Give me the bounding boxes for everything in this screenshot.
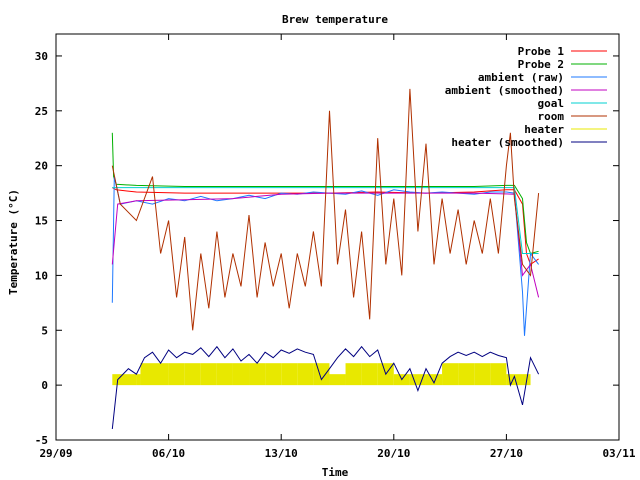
heater-segment (136, 374, 141, 386)
y-tick-label: 25 (35, 105, 48, 118)
x-tick-label: 27/10 (490, 447, 523, 460)
legend-label-room: room (538, 110, 565, 123)
y-tick-label: 30 (35, 50, 48, 63)
y-tick-label: -5 (35, 434, 48, 447)
heater-segment (361, 363, 378, 386)
heater-segment (409, 374, 426, 386)
series-heater (112, 363, 531, 386)
y-axis-label: Temperature (°C) (7, 189, 20, 295)
heater-segment (490, 363, 507, 386)
chart-title: Brew temperature (282, 13, 388, 26)
heater-segment (216, 363, 233, 386)
x-tick-label: 06/10 (152, 447, 185, 460)
heater-segment (249, 363, 266, 386)
y-tick-label: 5 (41, 324, 48, 337)
y-tick-label: 20 (35, 160, 48, 173)
heater-segment (514, 374, 523, 386)
x-tick-label: 13/10 (265, 447, 298, 460)
heater-segment (345, 363, 362, 386)
legend-label-probe-2: Probe 2 (518, 58, 564, 71)
heater-segment (297, 363, 314, 386)
x-tick-label: 20/10 (377, 447, 410, 460)
legend-label-heater: heater (524, 123, 564, 136)
heater-segment (168, 363, 185, 386)
heater-segment (442, 363, 459, 386)
legend-label-ambient-raw: ambient (raw) (478, 71, 564, 84)
series-goal-line (112, 187, 539, 254)
heater-segment (232, 363, 250, 386)
y-tick-label: 10 (35, 269, 48, 282)
series-layer (111, 88, 540, 430)
heater-segment (184, 363, 201, 386)
plot-frame (55, 33, 620, 441)
heater-segment (506, 374, 515, 386)
legend-label-ambient-smoothed: ambient (smoothed) (445, 84, 564, 97)
heater-segment (200, 363, 217, 386)
x-axis-label: Time (322, 466, 349, 479)
series-ambient-smoothed-line (111, 192, 540, 298)
series-heater-smoothed-line (111, 345, 540, 430)
axes-layer: -5 0 5 10 15 20 25 30 29/09 06/10 13/10 20/10 27/10 0… (35, 33, 636, 460)
series-probe-1-line (112, 187, 539, 266)
x-tick-label: 03/11 (602, 447, 635, 460)
series-room-line (111, 88, 540, 331)
heater-segment (265, 363, 282, 386)
heater-segment (112, 374, 137, 386)
legend-label-probe-1: Probe 1 (518, 45, 565, 58)
heater-segment (425, 374, 443, 386)
heater-segment (458, 363, 475, 386)
heater-segment (313, 363, 330, 386)
x-tick-label: 29/09 (39, 447, 72, 460)
heater-segment (329, 374, 346, 386)
y-tick-label: 15 (35, 215, 48, 228)
y-tick-label: 0 (41, 379, 48, 392)
series-probe-2-line (111, 132, 539, 255)
legend-label-goal: goal (538, 97, 565, 110)
heater-segment (140, 363, 169, 386)
heater-segment (281, 363, 298, 386)
legend-label-heater-smoothed: heater (smoothed) (451, 136, 564, 149)
heater-segment (474, 363, 491, 386)
